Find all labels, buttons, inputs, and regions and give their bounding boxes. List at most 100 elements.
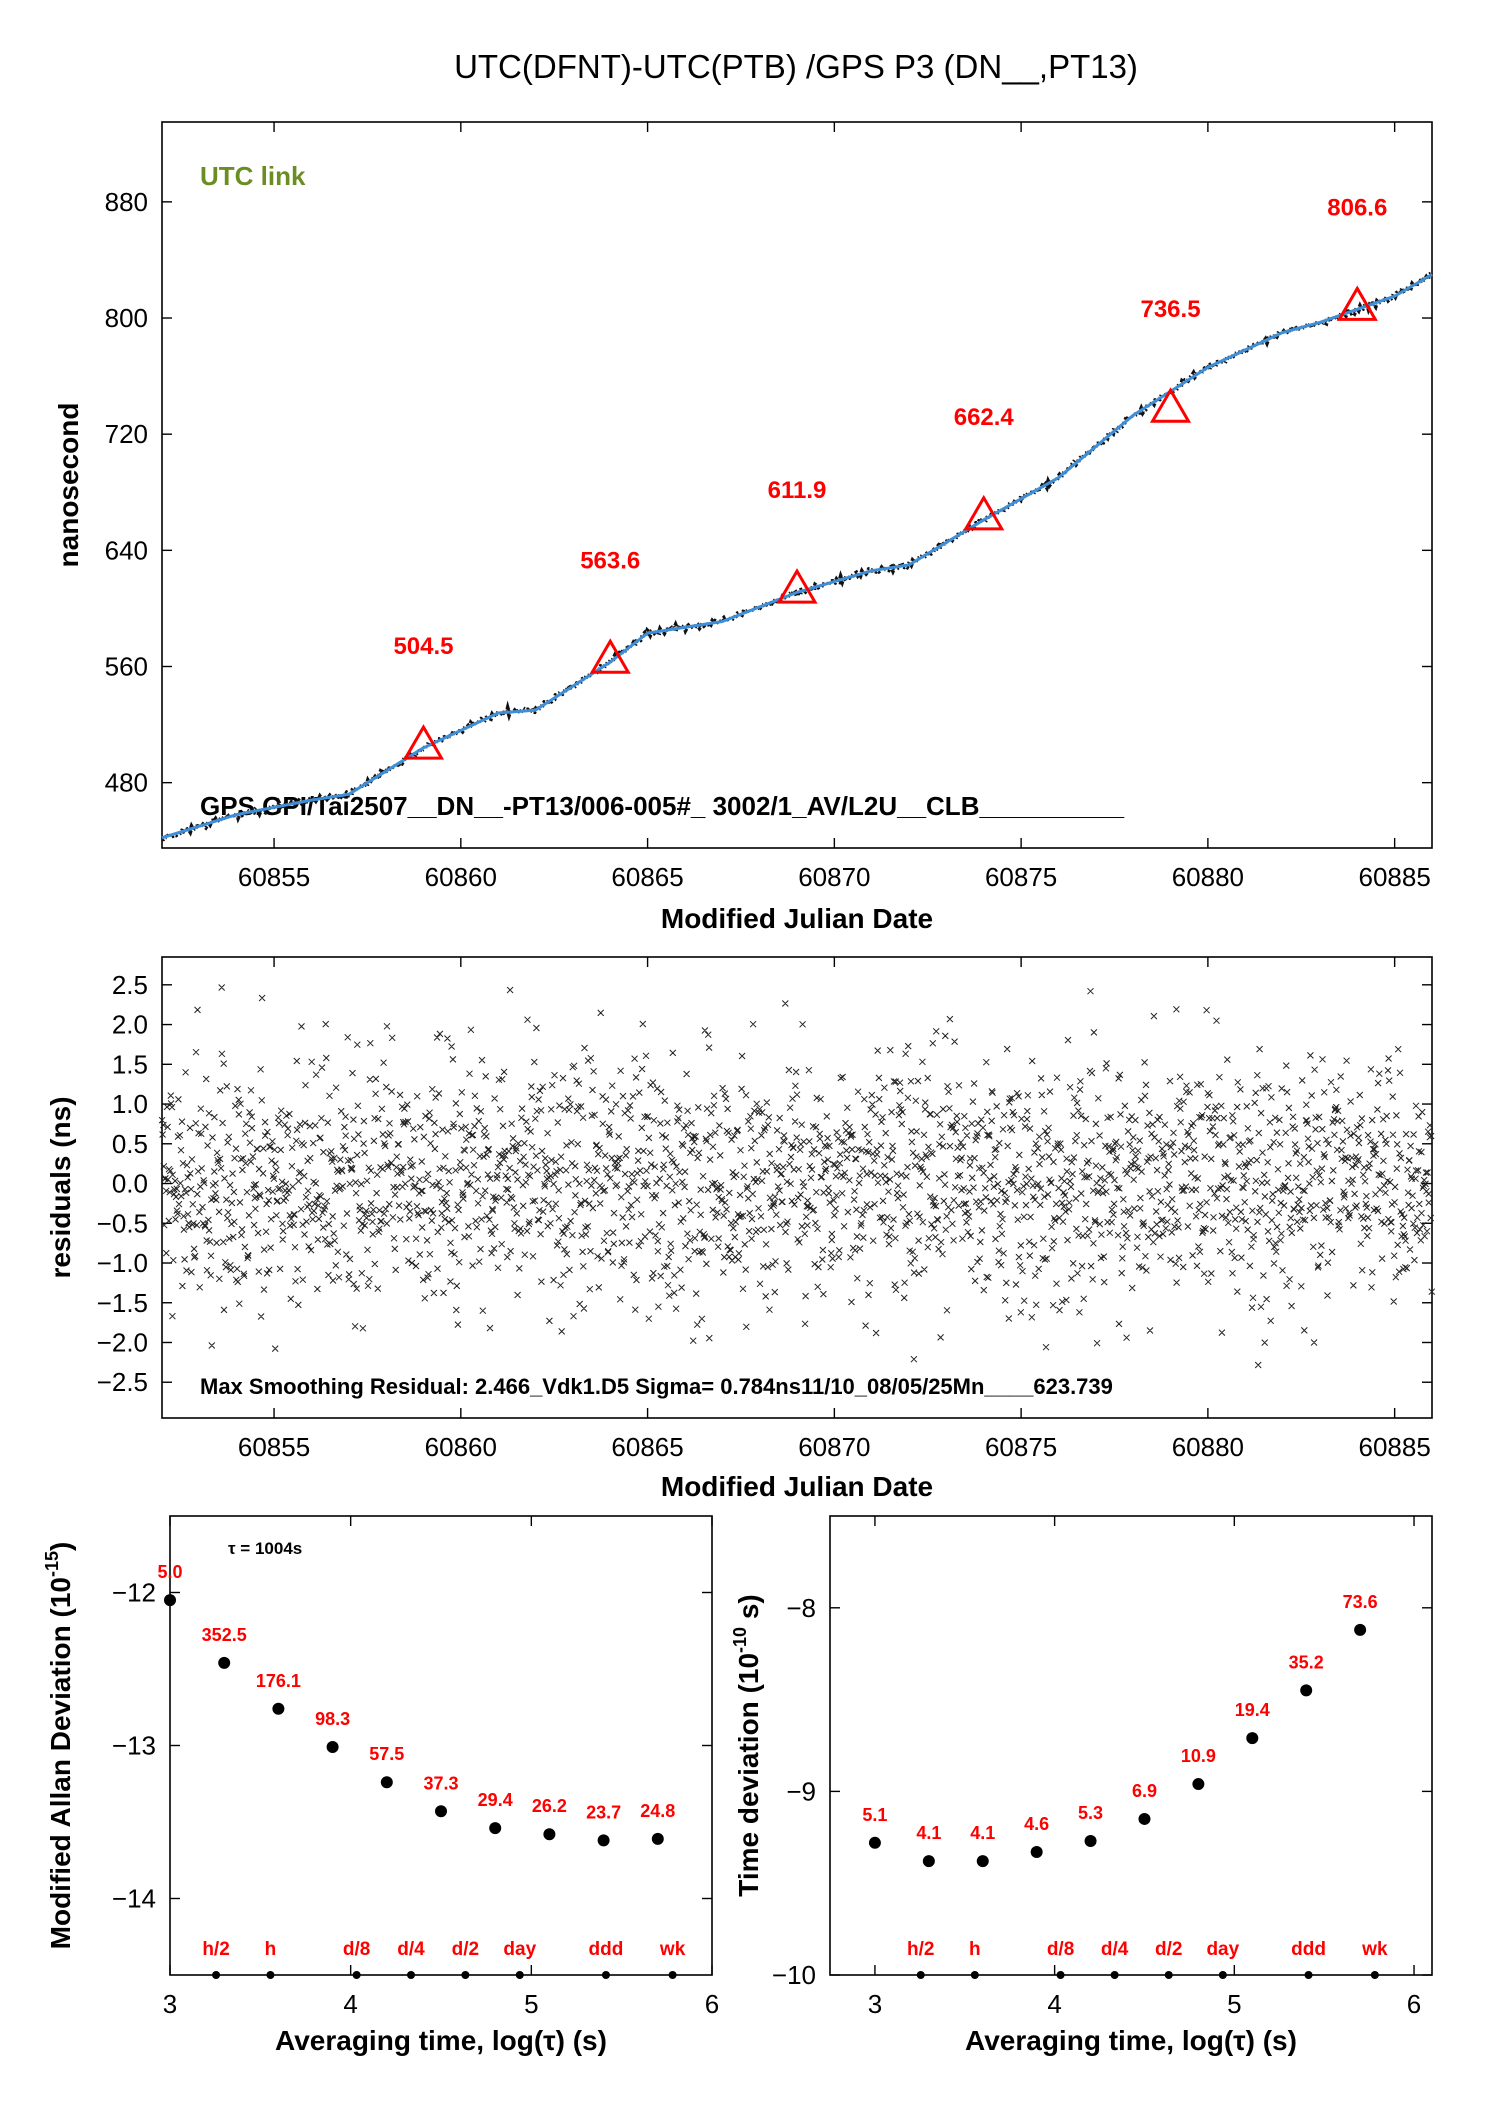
mdev-point xyxy=(597,1834,610,1847)
series-marker-triangle xyxy=(589,638,631,674)
mdev-period-label: d/4 xyxy=(397,1939,425,1960)
tdev-point xyxy=(922,1855,935,1868)
tdev-x-axis-label: Averaging time, log(τ) (s) xyxy=(965,2025,1297,2056)
tdev-y-axis-label-close: s) xyxy=(733,1594,764,1627)
tdev-period-marker xyxy=(970,1971,979,1979)
tdev-period-marker xyxy=(1110,1971,1119,1979)
series-plot-frame xyxy=(161,121,1433,849)
tdev-period-label: d/8 xyxy=(1047,1939,1074,1960)
mdev-point-label: 23.7 xyxy=(586,1802,621,1822)
mdev-point-label: 98.3 xyxy=(315,1709,350,1729)
tdev-y-axis-label-exponent: -10 xyxy=(730,1627,750,1653)
residuals-x-tick-label: 60860 xyxy=(425,1432,497,1462)
mdev-y-axis-label-exponent: -15 xyxy=(42,1551,62,1577)
tdev-period-label: h/2 xyxy=(907,1939,934,1960)
tdev-y-tick-label: −10 xyxy=(772,1960,816,1990)
series-y-tick-label: 560 xyxy=(105,652,148,682)
residuals-footer: Max Smoothing Residual: 2.466_Vdk1.D5 Si… xyxy=(200,1374,1113,1399)
series-marker-triangle xyxy=(1336,285,1378,321)
tdev-y-axis-label-main: Time deviation (10 xyxy=(733,1653,764,1897)
mdev-point-label: 29.4 xyxy=(478,1790,513,1810)
tdev-point xyxy=(868,1836,881,1849)
tdev-period-marker xyxy=(1218,1971,1227,1979)
mdev-period-marker xyxy=(407,1971,416,1979)
mdev-x-tick-label: 6 xyxy=(705,1989,719,2019)
tdev-x-tick-label: 6 xyxy=(1407,1989,1421,2019)
series-x-tick-label: 60870 xyxy=(798,862,870,892)
series-marker-label: 563.6 xyxy=(580,547,640,574)
mdev-panel: 3 4 5 6 −12 −13 −14 Averaging time, log(τ) (s) M… xyxy=(42,1515,719,2056)
mdev-y-tick-label: −13 xyxy=(112,1731,156,1761)
series-y-tick-label: 640 xyxy=(105,535,148,565)
tdev-period-marker xyxy=(916,1971,925,1979)
mdev-period-marker xyxy=(515,1971,524,1979)
tdev-period-marker xyxy=(1164,1971,1173,1979)
tdev-x-tick-label: 5 xyxy=(1227,1989,1241,2019)
tdev-point-label: 5.3 xyxy=(1078,1803,1103,1823)
residuals-y-tick-label: 1.5 xyxy=(112,1049,148,1079)
mdev-y-axis-label-main: Modified Allan Deviation (10 xyxy=(45,1577,76,1949)
tdev-period-marker xyxy=(1370,1971,1379,1979)
series-panel: 60855 60860 60865 60870 60875 60880 60885 480 56… xyxy=(53,121,1433,934)
mdev-point xyxy=(164,1594,176,1607)
mdev-period-label: ddd xyxy=(589,1939,624,1960)
residuals-y-tick-label: −0.5 xyxy=(97,1208,148,1238)
mdev-x-tick-label: 4 xyxy=(343,1989,357,2019)
tdev-period-label: ddd xyxy=(1291,1939,1326,1960)
tdev-point-label: 19.4 xyxy=(1235,1700,1270,1720)
tdev-point xyxy=(1138,1812,1151,1825)
tdev-period-label: d/4 xyxy=(1101,1939,1129,1960)
series-marker-label: 736.5 xyxy=(1140,296,1200,323)
mdev-x-axis-label: Averaging time, log(τ) (s) xyxy=(275,2025,607,2056)
mdev-y-tick-label: −12 xyxy=(112,1578,156,1608)
tdev-point xyxy=(1192,1778,1205,1791)
series-marker-label: 806.6 xyxy=(1327,194,1387,221)
residuals-x-tick-label: 60885 xyxy=(1358,1432,1430,1462)
residuals-y-tick-label: −2.0 xyxy=(97,1327,148,1357)
series-marker-triangle xyxy=(1149,387,1192,423)
mdev-period-marker xyxy=(212,1971,221,1979)
series-marker-label: 611.9 xyxy=(768,477,827,504)
mdev-point-label: 26.2 xyxy=(532,1796,567,1816)
residuals-panel: 60855 60860 60865 60870 60875 60880 60885 2.5 2.… xyxy=(45,956,1436,1502)
mdev-y-tick-label: −14 xyxy=(112,1884,156,1914)
residuals-y-tick-label: −1.0 xyxy=(97,1248,148,1278)
tdev-y-axis-label: Time deviation (10-10 s) xyxy=(730,1594,764,1897)
mdev-point xyxy=(380,1776,393,1789)
residuals-points xyxy=(158,984,1436,1369)
series-x-tick-label: 60855 xyxy=(238,862,310,892)
tdev-y-tick-label: −8 xyxy=(786,1593,816,1623)
utc-link-label: UTC link xyxy=(200,161,306,191)
tdev-period-label: d/2 xyxy=(1155,1939,1182,1960)
tdev-point xyxy=(976,1855,989,1868)
tdev-x-tick-label: 3 xyxy=(868,1989,882,2019)
tdev-period-label: h xyxy=(969,1939,981,1960)
series-marker-triangle xyxy=(776,568,818,604)
series-marker-label: 504.5 xyxy=(393,633,453,660)
residuals-y-tick-label: 0.0 xyxy=(112,1169,148,1199)
series-x-axis-label: Modified Julian Date xyxy=(661,903,933,934)
tdev-point-label: 6.9 xyxy=(1132,1781,1157,1801)
tdev-point xyxy=(1030,1845,1043,1858)
tdev-point xyxy=(1246,1732,1259,1745)
series-x-tick-label: 60860 xyxy=(425,862,497,892)
tdev-period-label: wk xyxy=(1361,1939,1388,1960)
residuals-y-tick-label: −2.5 xyxy=(97,1367,148,1397)
residuals-y-tick-label: 1.0 xyxy=(112,1089,148,1119)
series-y-tick-label: 480 xyxy=(105,768,148,798)
mdev-point xyxy=(326,1741,339,1754)
mdev-period-label: d/8 xyxy=(343,1939,370,1960)
residuals-plot-frame xyxy=(161,956,1433,1419)
residuals-y-tick-label: 0.5 xyxy=(112,1129,148,1159)
mdev-point xyxy=(651,1832,664,1845)
mdev-period-marker xyxy=(266,1971,275,1979)
mdev-point-label: 24.8 xyxy=(640,1801,675,1821)
tdev-plot-frame xyxy=(829,1515,1433,1976)
series-x-tick-label: 60885 xyxy=(1358,862,1430,892)
tdev-period-marker xyxy=(1056,1971,1065,1979)
tdev-x-tick-label: 4 xyxy=(1047,1989,1061,2019)
mdev-period-label: d/2 xyxy=(452,1939,479,1960)
mdev-point-label: 37.3 xyxy=(423,1773,458,1793)
mdev-point-label: 5.0 xyxy=(157,1562,182,1582)
residuals-y-tick-label: 2.0 xyxy=(112,1010,148,1040)
